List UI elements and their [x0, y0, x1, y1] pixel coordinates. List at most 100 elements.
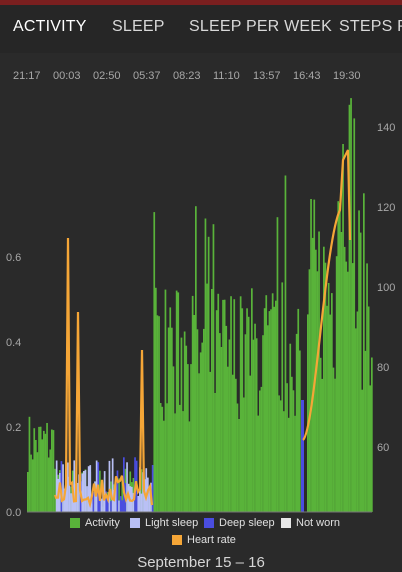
chart-legend: Activity Light sleep Deep sleep Not worn…: [0, 515, 402, 549]
activity-bar: [204, 218, 207, 512]
activity-bar: [371, 357, 373, 512]
light-sleep-bar: [108, 460, 111, 512]
activity-bar: [244, 334, 247, 512]
activity-bar: [155, 287, 157, 512]
legend-activity: Activity: [70, 517, 120, 529]
activity-bar: [211, 289, 213, 512]
activity-bar: [348, 104, 351, 513]
legend-label: Activity: [85, 517, 120, 529]
activity-bar: [308, 269, 311, 512]
activity-bar: [233, 299, 236, 512]
activity-bar: [358, 210, 360, 512]
light-sleep-bar: [137, 495, 140, 512]
time-label: 13:57: [253, 70, 281, 82]
light-sleep-bar: [118, 500, 120, 512]
activity-bar: [340, 232, 343, 512]
activity-bar: [30, 454, 32, 512]
time-label: 21:17: [13, 70, 41, 82]
activity-bar: [195, 206, 197, 512]
activity-bar: [319, 357, 322, 512]
activity-bar: [318, 231, 320, 512]
light-sleep-bar: [140, 493, 143, 512]
activity-bar: [158, 316, 160, 512]
activity-bar: [207, 236, 210, 513]
activity-bar: [172, 366, 175, 512]
activity-bar: [171, 327, 173, 512]
light-sleep-bar: [55, 460, 58, 512]
left-tick: 0.6: [6, 252, 22, 264]
activity-bar: [191, 295, 194, 512]
left-tick: 0.2: [6, 422, 22, 434]
legend-swatch: [172, 535, 182, 545]
tab-activity[interactable]: ACTIVITY: [13, 18, 87, 35]
light-sleep-bar: [100, 498, 103, 512]
activity-bar: [241, 308, 244, 512]
activity-bar: [267, 325, 269, 512]
activity-bar: [255, 338, 258, 512]
activity-bar: [311, 237, 314, 512]
activity-bar: [227, 366, 229, 512]
activity-bar: [54, 468, 56, 512]
time-label: 00:03: [53, 70, 81, 82]
activity-bar: [28, 416, 31, 512]
light-sleep-bar: [76, 482, 79, 512]
activity-bar: [249, 375, 252, 512]
activity-bar: [239, 296, 242, 512]
light-sleep-bar: [91, 495, 93, 512]
activity-bar: [291, 376, 293, 512]
activity-bar: [329, 314, 332, 512]
time-label: 08:23: [173, 70, 201, 82]
activity-bar: [283, 411, 285, 512]
activity-bar: [278, 395, 280, 512]
activity-bar: [276, 217, 279, 512]
tab-steps[interactable]: STEPS P: [339, 18, 402, 35]
activity-bar: [297, 308, 300, 512]
activity-bar: [182, 411, 184, 512]
activity-bar: [263, 308, 266, 512]
legend-swatch: [204, 518, 214, 528]
activity-bar: [271, 293, 274, 512]
activity-bar: [355, 328, 357, 512]
light-sleep-bar: [142, 472, 144, 512]
activity-bar: [228, 339, 231, 512]
activity-bar: [286, 383, 288, 512]
right-tick: 140: [377, 122, 396, 134]
activity-bar: [223, 299, 226, 512]
activity-bar: [214, 393, 216, 512]
light-sleep-bar: [83, 471, 85, 512]
legend-label: Heart rate: [187, 534, 236, 546]
tab-sleep[interactable]: SLEEP: [112, 18, 165, 35]
activity-bar: [327, 283, 330, 512]
date-range: September 15 – 16: [137, 554, 265, 571]
status-bar: [0, 0, 402, 5]
activity-bar: [284, 175, 287, 512]
light-sleep-bar: [111, 458, 114, 512]
activity-bar: [251, 288, 253, 512]
activity-bar: [180, 337, 183, 512]
activity-bar: [36, 452, 39, 512]
light-sleep-bar: [126, 462, 128, 512]
heart-rate-line: [53, 149, 352, 509]
legend-swatch: [70, 518, 80, 528]
activity-bar: [262, 335, 264, 512]
activity-bar: [183, 331, 186, 512]
legend-label: Light sleep: [145, 517, 199, 529]
activity-bar: [225, 325, 228, 512]
activity-bar: [337, 201, 340, 512]
activity-bar: [331, 293, 333, 512]
tab-sleep-per-week[interactable]: SLEEP PER WEEK: [189, 18, 333, 35]
activity-bar: [217, 293, 220, 512]
deep-sleep-bar: [116, 470, 119, 512]
activity-bar: [367, 306, 370, 512]
time-label: 19:30: [333, 70, 361, 82]
light-sleep-bar: [132, 493, 135, 512]
light-sleep-bar: [67, 462, 69, 512]
time-label: 16:43: [293, 70, 321, 82]
activity-bar: [335, 256, 338, 512]
activity-bar: [369, 385, 372, 512]
legend-swatch: [130, 518, 140, 528]
not-worn-marker: [301, 400, 304, 512]
activity-bar: [268, 311, 271, 512]
legend-light-sleep: Light sleep: [130, 517, 198, 529]
activity-bar: [46, 423, 48, 512]
